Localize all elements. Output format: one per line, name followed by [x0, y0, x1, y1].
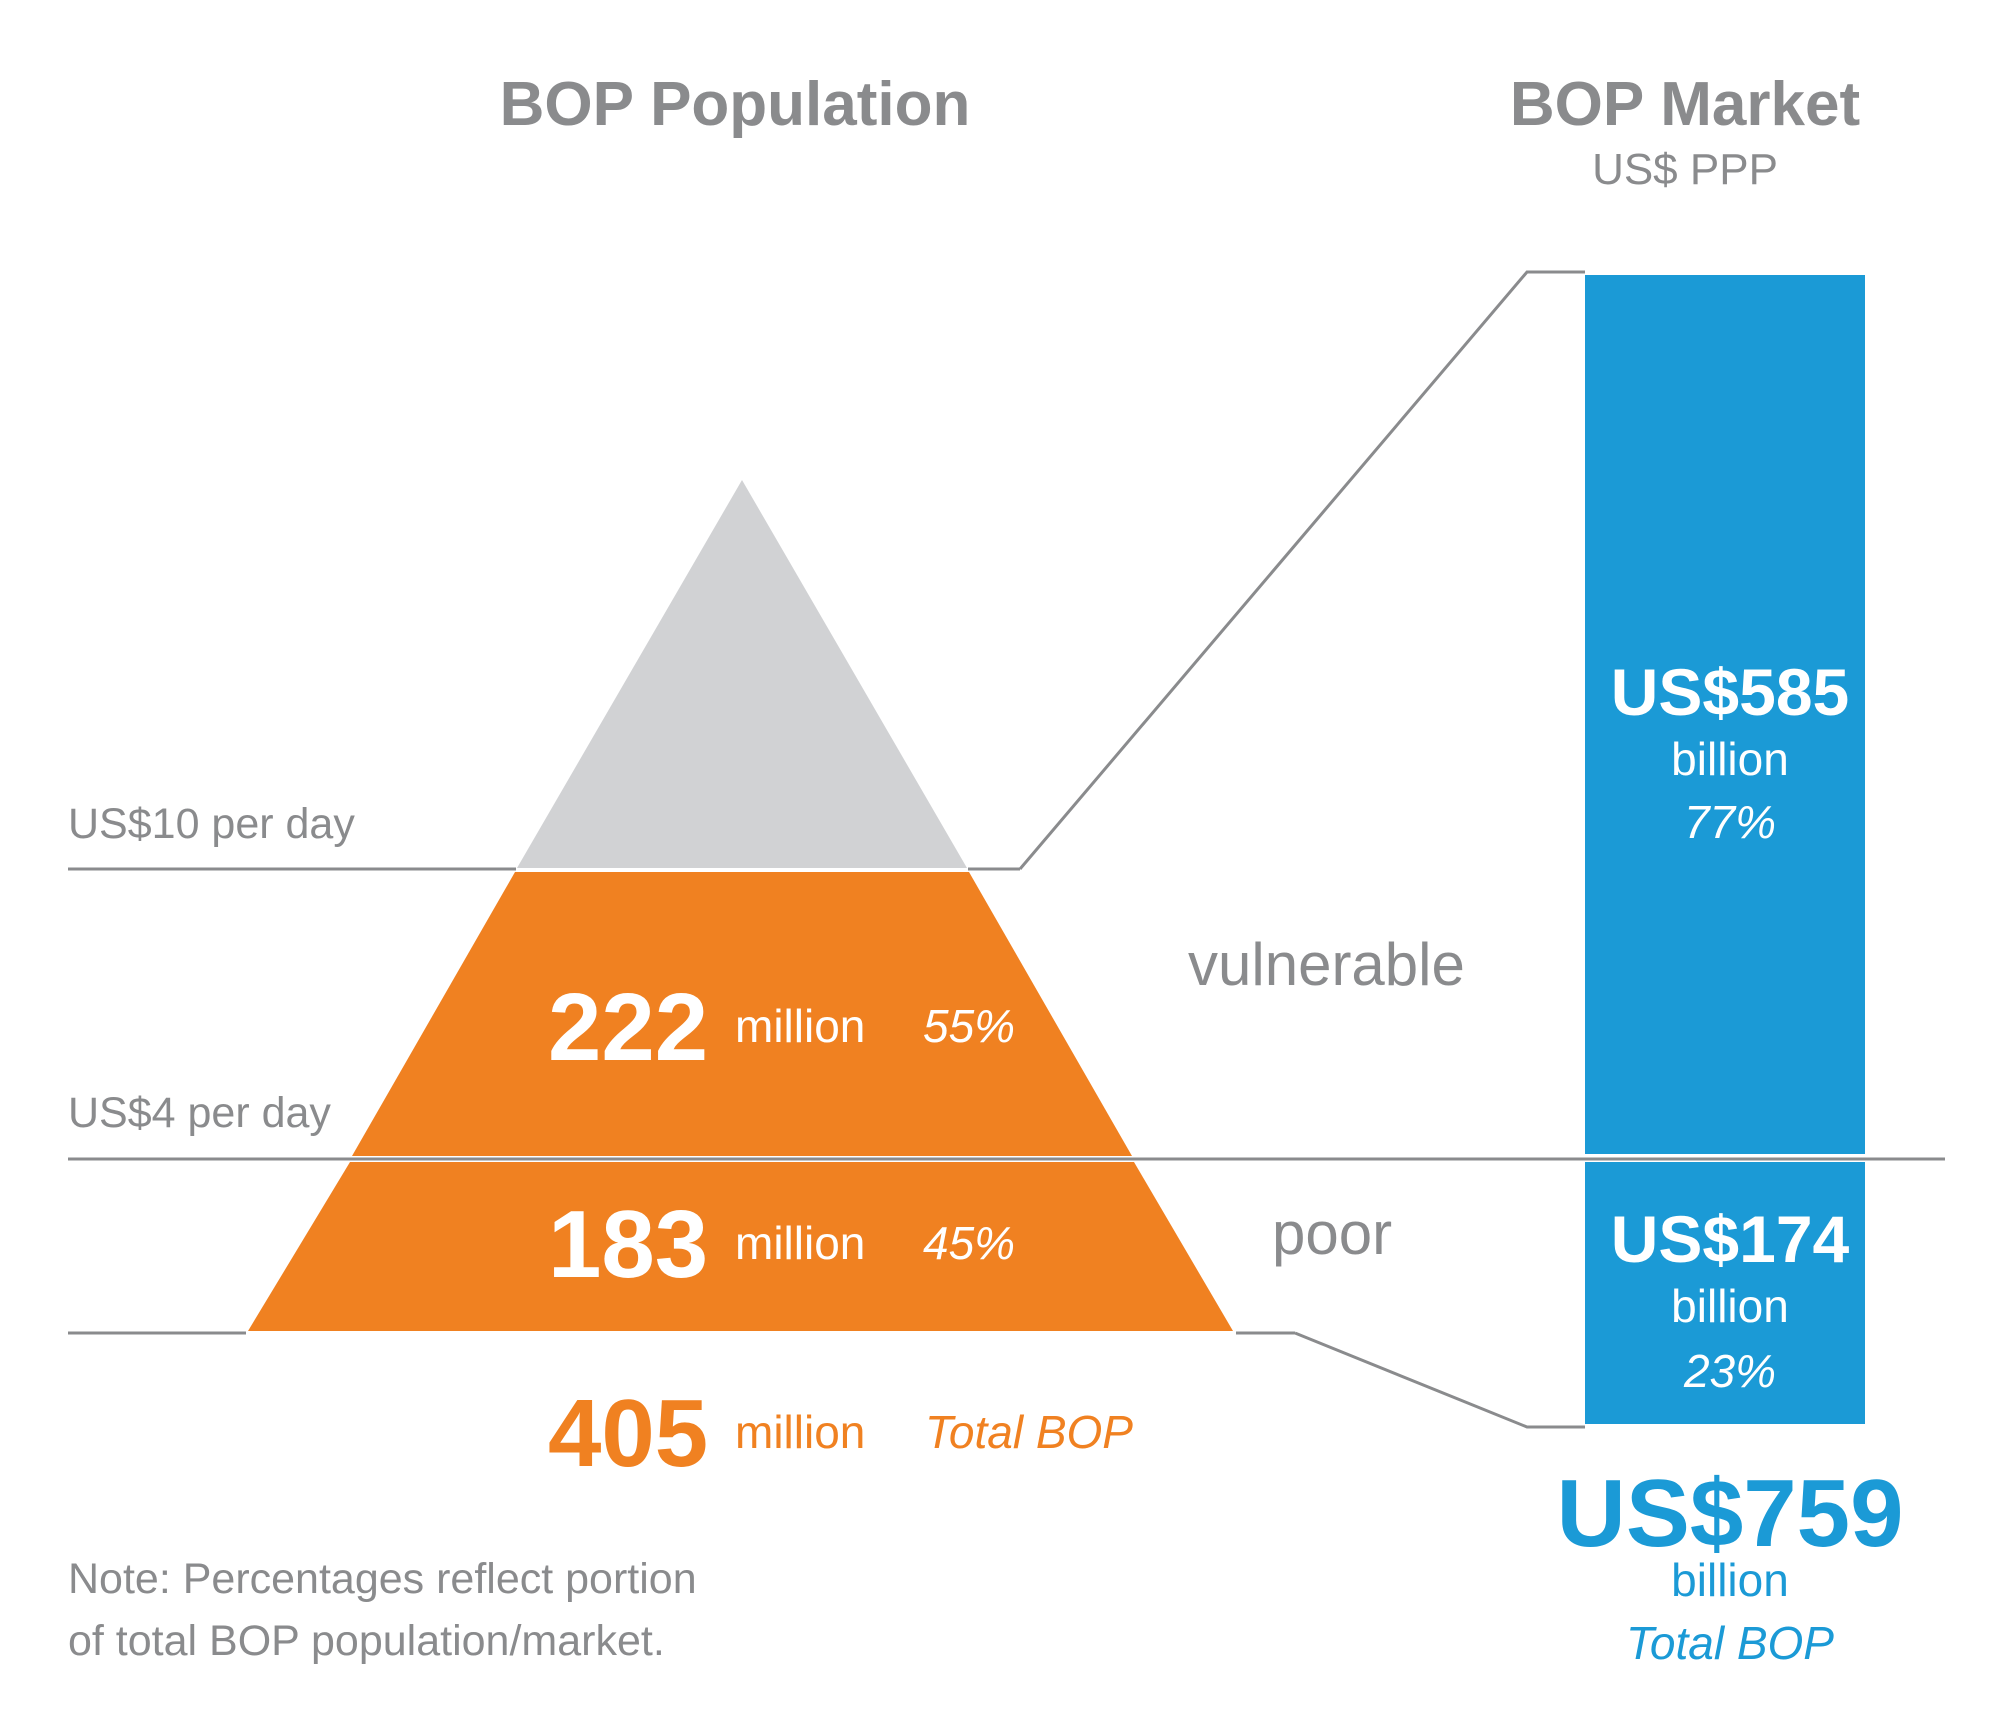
vulnerable-population-unit: million	[735, 1000, 865, 1052]
population-title: BOP Population	[500, 70, 971, 139]
population-total-label: Total BOP	[925, 1406, 1133, 1458]
poor-population-percent: 45%	[923, 1217, 1015, 1269]
vulnerable-population-percent: 55%	[923, 1000, 1015, 1052]
lower-threshold-label: US$4 per day	[68, 1089, 331, 1137]
market-vulnerable-value: US$585	[1611, 655, 1850, 729]
upper-threshold-label: US$10 per day	[68, 800, 355, 848]
market-poor-unit: billion	[1671, 1280, 1789, 1332]
market-total-value: US$759	[1557, 1460, 1904, 1567]
poor-population-unit: million	[735, 1217, 865, 1269]
market-poor-value: US$174	[1611, 1202, 1850, 1276]
market-title: BOP Market	[1510, 70, 1860, 139]
market-vulnerable-bar	[1585, 275, 1865, 1154]
vulnerable-population-value: 222	[548, 974, 708, 1081]
note-line-1: Note: Percentages reflect portion	[68, 1555, 697, 1603]
population-total-unit: million	[735, 1406, 865, 1458]
vulnerable-band	[352, 872, 1132, 1156]
market-poor-bar	[1585, 1162, 1865, 1424]
poor-label: poor	[1272, 1200, 1392, 1267]
market-subtitle: US$ PPP	[1592, 145, 1778, 194]
top-connector	[1018, 270, 1585, 870]
market-vulnerable-unit: billion	[1671, 733, 1789, 785]
market-total-label: Total BOP	[1626, 1617, 1834, 1669]
market-poor-percent: 23%	[1683, 1345, 1776, 1397]
population-total-value: 405	[548, 1380, 708, 1487]
bottom-connector	[1294, 1331, 1585, 1429]
poor-population-value: 183	[548, 1191, 708, 1298]
note-line-2: of total BOP population/market.	[68, 1617, 665, 1665]
market-total-unit: billion	[1671, 1554, 1789, 1606]
market-vulnerable-percent: 77%	[1684, 796, 1776, 848]
pyramid-tip	[517, 480, 967, 868]
poor-band	[248, 1162, 1233, 1331]
vulnerable-label: vulnerable	[1188, 931, 1465, 998]
